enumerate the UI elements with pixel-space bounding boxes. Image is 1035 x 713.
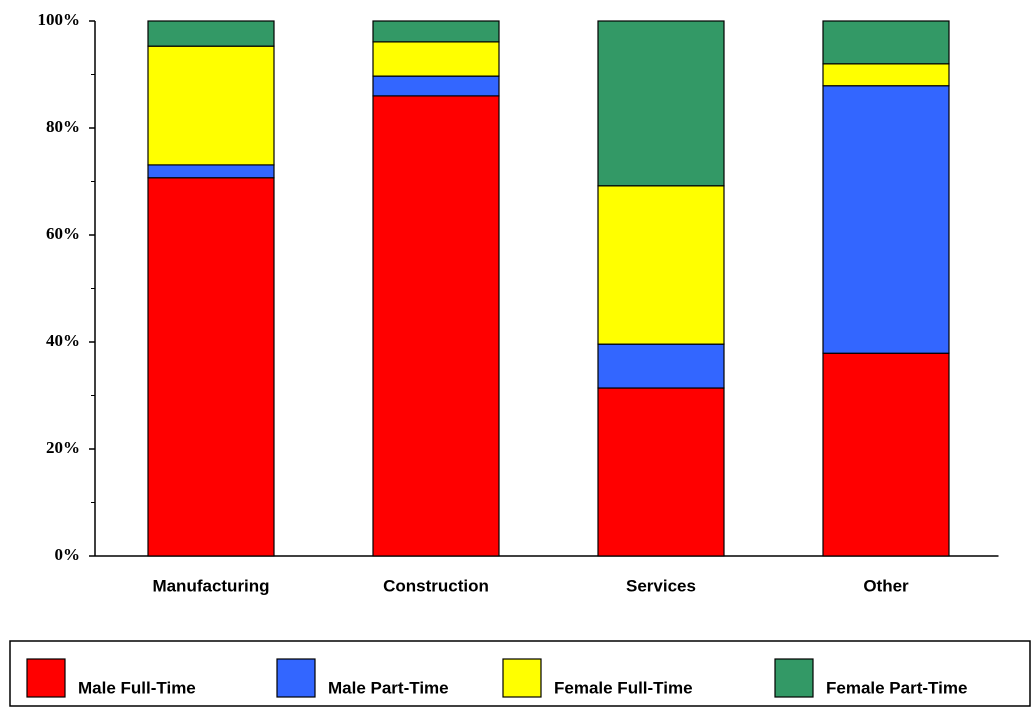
x-tick-label: Services [626, 576, 696, 595]
bar-segment [372, 20, 500, 43]
y-tick-label: 80% [46, 117, 80, 136]
legend-label: Female Full-Time [554, 678, 693, 697]
bar-segment [372, 75, 500, 97]
bar-segment [822, 352, 950, 557]
legend-label: Male Part-Time [328, 678, 449, 697]
legend-label: Female Part-Time [826, 678, 967, 697]
bar-segment [597, 343, 725, 389]
bar-segment [147, 20, 275, 47]
legend-swatch [502, 658, 542, 698]
bar-segment [597, 185, 725, 345]
bar-segment [822, 85, 950, 354]
bar-segment [597, 20, 725, 187]
bar-segment [372, 41, 500, 77]
y-tick-label: 60% [46, 224, 80, 243]
x-tick-label: Other [863, 576, 909, 595]
x-tick-label: Construction [383, 576, 489, 595]
bar-segment [822, 63, 950, 87]
bar-segment [822, 20, 950, 65]
y-tick-label: 40% [46, 331, 80, 350]
legend-swatch [276, 658, 316, 698]
legend-swatch [774, 658, 814, 698]
legend-label: Male Full-Time [78, 678, 196, 697]
legend-swatch [26, 658, 66, 698]
y-tick-label: 0% [55, 545, 81, 564]
bar-segment [147, 164, 275, 179]
bar-segment [597, 387, 725, 557]
bar-segment [147, 177, 275, 557]
y-tick-label: 100% [38, 10, 81, 29]
y-tick-label: 20% [46, 438, 80, 457]
bar-segment [147, 45, 275, 166]
x-tick-label: Manufacturing [152, 576, 269, 595]
bar-segment [372, 95, 500, 557]
